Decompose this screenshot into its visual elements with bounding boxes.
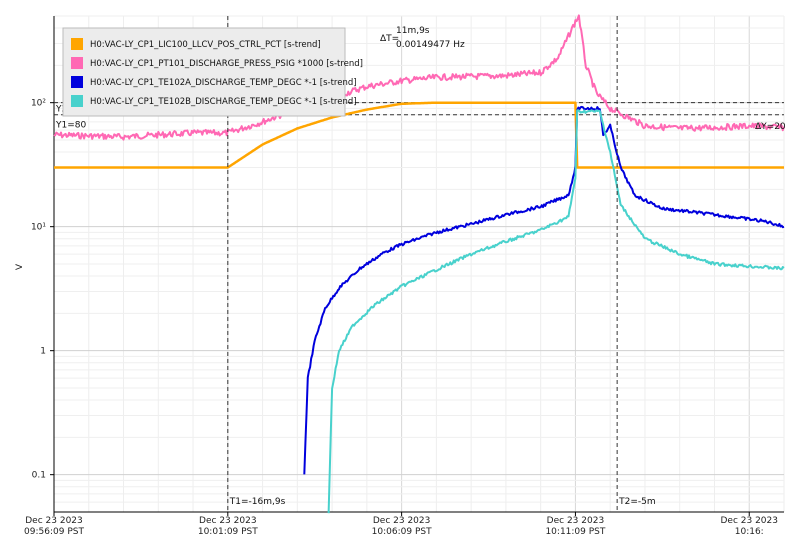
x-tick-time: 09:56:09 PST — [24, 527, 84, 537]
legend-entry-label[interactable]: H0:VAC-LY_CP1_LIC100_LLCV_POS_CTRL_PCT [… — [90, 40, 321, 50]
delta-y-readout: ΔY=20 — [755, 122, 786, 132]
legend-swatch[interactable] — [71, 57, 83, 69]
h-cursor-label: Y1=80 — [55, 121, 86, 131]
x-tick-date: Dec 23 2023 — [25, 516, 83, 526]
legend-entry-label[interactable]: H0:VAC-LY_CP1_TE102A_DISCHARGE_TEMP_DEGC… — [90, 78, 357, 88]
legend-entry-label[interactable]: H0:VAC-LY_CP1_PT101_DISCHARGE_PRESS_PSIG… — [90, 59, 363, 69]
x-tick-time: 10:06:09 PST — [372, 527, 432, 537]
y-tick-label: 0.1 — [32, 471, 46, 481]
y-tick-label: 1 — [40, 347, 46, 357]
v-cursor-label: T1=-16m,9s — [229, 497, 286, 507]
series-line — [53, 14, 785, 141]
y-axis-label: V — [15, 263, 25, 270]
delta-t-value: 11m,9s — [396, 26, 430, 36]
y-tick-label: 10¹ — [31, 223, 46, 233]
series-lines — [53, 14, 785, 514]
delta-t-readout: ΔT= 11m,9s 0.00149477 Hz — [380, 26, 465, 50]
x-tick-date: Dec 23 2023 — [547, 516, 605, 526]
x-tick-date: Dec 23 2023 — [720, 516, 778, 526]
vertical-cursors[interactable]: T1=-16m,9s T2=-5m — [227, 16, 656, 512]
v-cursor-label: T2=-5m — [618, 497, 656, 507]
x-tick-date: Dec 23 2023 — [199, 516, 257, 526]
y-ticks: 0.1 1 10¹ 10² — [31, 99, 54, 481]
y-tick-label: 10² — [31, 99, 46, 109]
delta-t-prefix: ΔT= — [380, 34, 399, 44]
series-line — [327, 109, 785, 514]
legend-swatch[interactable] — [71, 38, 83, 50]
x-tick-date: Dec 23 2023 — [373, 516, 431, 526]
legend-swatch[interactable] — [71, 76, 83, 88]
series-line — [53, 101, 785, 169]
legend-entry-label[interactable]: H0:VAC-LY_CP1_TE102B_DISCHARGE_TEMP_DEGC… — [90, 97, 357, 107]
series-line — [303, 105, 785, 475]
delta-t-frequency: 0.00149477 Hz — [396, 40, 465, 50]
x-tick-time: 10:11:09 PST — [545, 527, 605, 537]
legend[interactable]: H0:VAC-LY_CP1_LIC100_LLCV_POS_CTRL_PCT [… — [62, 27, 363, 117]
legend-swatch[interactable] — [71, 95, 83, 107]
x-tick-time: 10:16: — [735, 527, 764, 537]
legend-box — [62, 27, 346, 117]
x-tick-time: 10:01:09 PST — [198, 527, 258, 537]
